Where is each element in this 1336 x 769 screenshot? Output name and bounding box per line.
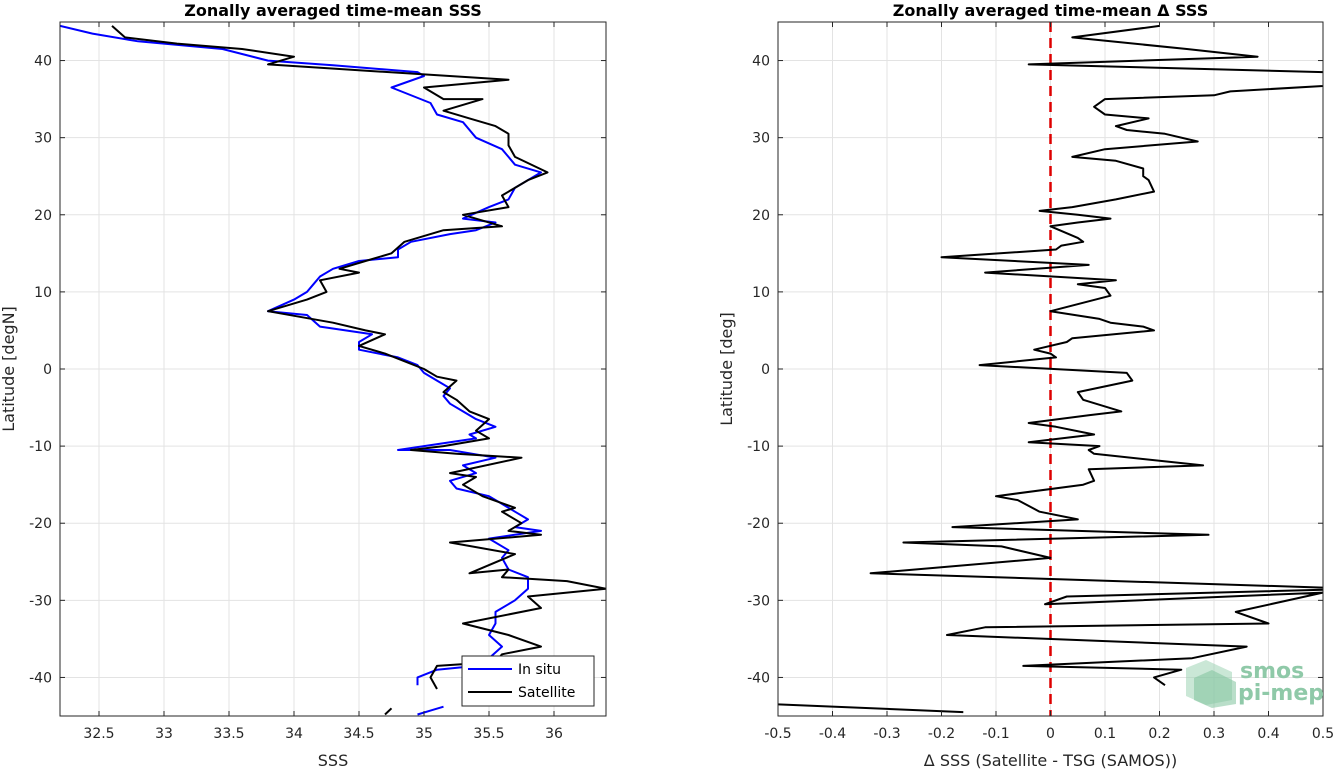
left-legend: In situ Satellite — [461, 655, 595, 707]
left-chart-title: Zonally averaged time-mean SSS — [184, 1, 482, 20]
left-legend-label-1: Satellite — [518, 685, 575, 701]
left-y-axis-label: Latitude [degN] — [0, 306, 18, 432]
right-y-tick-label-5: 10 — [752, 285, 770, 301]
left-x-axis-label: SSS — [318, 751, 348, 769]
right-y-tick-label-8: 40 — [752, 54, 770, 70]
right-x-tick-label-0: -0.5 — [764, 726, 791, 742]
left-y-tick-label-0: -40 — [29, 670, 52, 686]
left-y-tick-label-7: 30 — [34, 131, 52, 147]
left-x-tick-label-1: 33 — [155, 726, 173, 742]
right-y-tick-label-7: 30 — [752, 131, 770, 147]
right-series-0-line-0 — [869, 24, 1323, 687]
smos-pimep-logo: smos pi-mep — [1186, 659, 1324, 708]
logo-layers-icon — [1186, 660, 1236, 708]
left-x-tick-label-7: 36 — [545, 726, 563, 742]
right-x-tick-label-10: 0.5 — [1312, 726, 1334, 742]
right-y-axis-label: Latitude [deg] — [717, 312, 736, 426]
right-y-tick-label-6: 20 — [752, 208, 770, 224]
left-x-tick-label-0: 32.5 — [83, 726, 114, 742]
right-series-0-line-1 — [778, 703, 964, 714]
left-x-tick-label-5: 35 — [415, 726, 433, 742]
right-x-tick-label-2: -0.3 — [873, 726, 900, 742]
right-x-tick-label-6: 0.1 — [1094, 726, 1116, 742]
left-y-tick-label-5: 10 — [34, 285, 52, 301]
logo-line2: pi-mep — [1238, 681, 1324, 706]
left-x-tick-label-3: 34 — [285, 726, 303, 742]
right-x-tick-label-8: 0.3 — [1203, 726, 1225, 742]
left-y-tick-label-6: 20 — [34, 208, 52, 224]
left-x-tick-label-6: 35.5 — [473, 726, 504, 742]
left-series-group — [60, 24, 606, 716]
right-x-tick-label-4: -0.1 — [982, 726, 1009, 742]
right-y-tick-label-4: 0 — [761, 362, 770, 378]
left-panel-sss: 32.5 33 33.5 34 34.5 35 35.5 36 -40 -30 -20 -10 0 10 2… — [0, 1, 607, 769]
right-y-tick-label-2: -20 — [747, 516, 770, 532]
right-x-tick-label-1: -0.4 — [819, 726, 846, 742]
right-x-axis-label: Δ SSS (Satellite - TSG (SAMOS)) — [924, 751, 1177, 769]
left-legend-box — [461, 655, 595, 707]
right-x-tick-label-3: -0.2 — [928, 726, 955, 742]
left-series-1-line-1 — [384, 707, 393, 716]
right-y-tick-label-1: -30 — [747, 593, 770, 609]
left-y-tick-label-4: 0 — [43, 362, 52, 378]
left-y-tick-label-3: -10 — [29, 439, 52, 455]
left-legend-label-0: In situ — [518, 662, 561, 678]
left-series-0-line-1 — [417, 705, 444, 716]
left-y-tick-label-8: 40 — [34, 54, 52, 70]
left-series-1-line-0 — [111, 25, 606, 690]
left-y-tick-label-1: -30 — [29, 593, 52, 609]
left-x-tick-label-4: 34.5 — [343, 726, 374, 742]
right-y-tick-label-0: -40 — [747, 670, 770, 686]
logo-line1: smos — [1240, 659, 1304, 684]
right-series-group — [778, 24, 1323, 714]
right-x-tick-label-5: 0 — [1046, 726, 1055, 742]
right-x-tick-label-9: 0.4 — [1257, 726, 1279, 742]
right-x-tick-label-7: 0.2 — [1148, 726, 1170, 742]
left-series-0-line-0 — [60, 24, 542, 686]
left-y-tick-label-2: -20 — [29, 516, 52, 532]
right-chart-title: Zonally averaged time-mean Δ SSS — [893, 1, 1209, 20]
left-x-tick-label-2: 33.5 — [213, 726, 244, 742]
right-panel-delta-sss: -0.5 -0.4 -0.3 -0.2 -0.1 0 0.1 0.2 0.3 0.4 0.5 -40 -… — [717, 1, 1334, 769]
right-y-tick-label-3: -10 — [747, 439, 770, 455]
